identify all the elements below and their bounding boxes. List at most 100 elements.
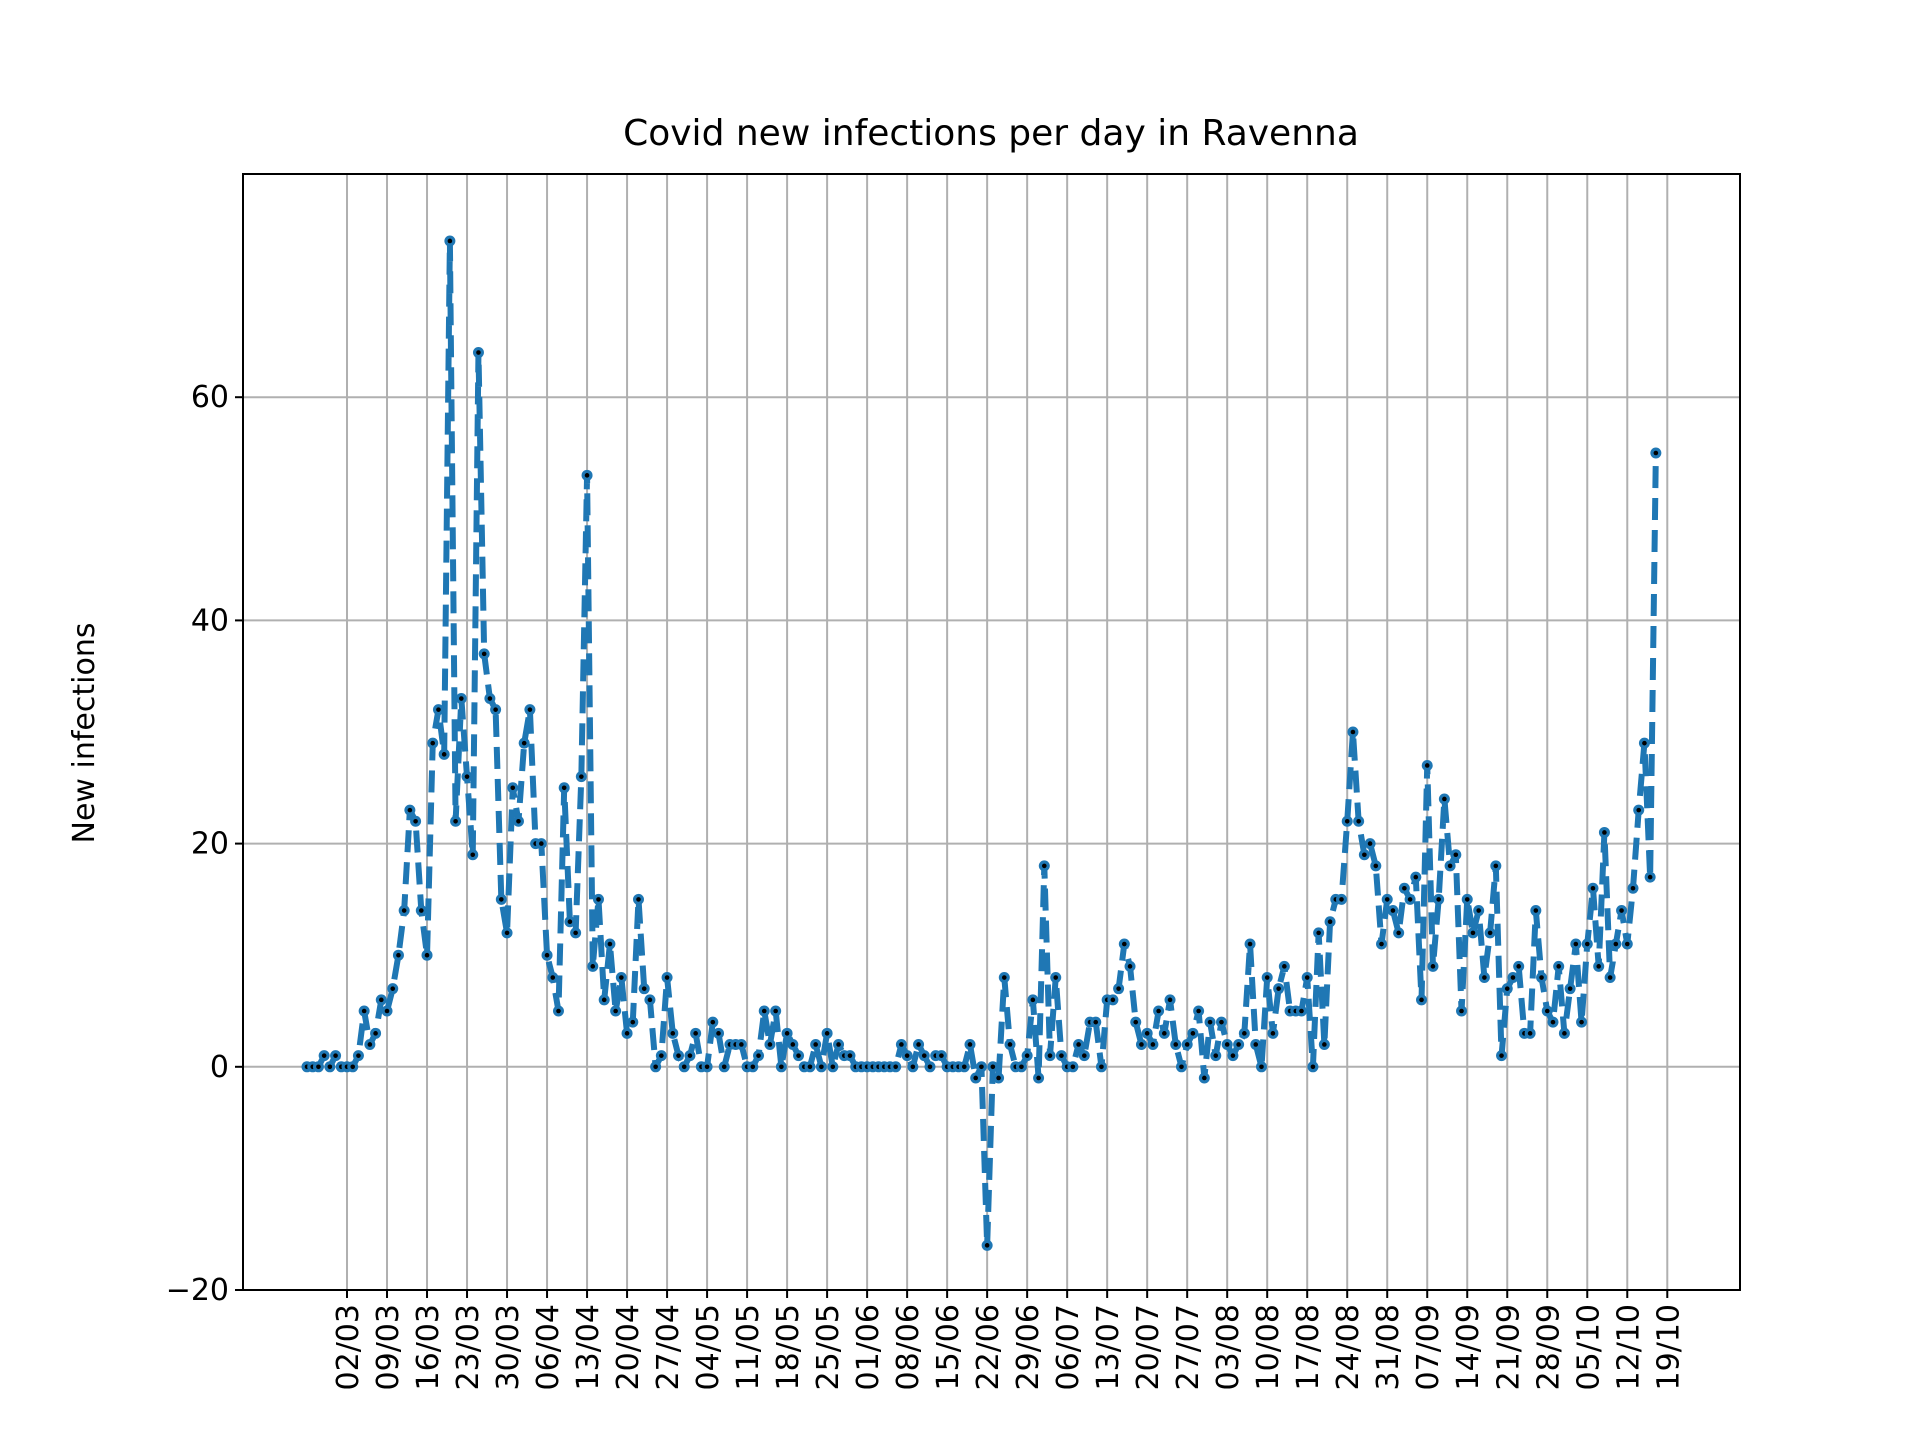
data-point-center — [1356, 818, 1361, 824]
data-point-center — [961, 1064, 967, 1070]
data-point-center — [1550, 1019, 1556, 1025]
data-point-center — [676, 1053, 681, 1058]
data-point-center — [813, 1042, 818, 1047]
data-point-center — [607, 941, 613, 947]
data-point-center — [1236, 1042, 1241, 1047]
data-point-center — [1173, 1042, 1179, 1047]
x-tick-label: 06/04 — [531, 1304, 566, 1390]
x-tick-label: 24/08 — [1331, 1304, 1366, 1390]
data-point-center — [613, 1008, 618, 1014]
x-tick-label: 21/09 — [1491, 1304, 1526, 1390]
x-tick-label: 07/09 — [1411, 1304, 1446, 1390]
data-point-center — [1196, 1008, 1201, 1014]
x-tick-label: 17/08 — [1291, 1304, 1326, 1390]
data-point-center — [1562, 1031, 1567, 1036]
data-point-center — [1396, 930, 1401, 936]
data-point-center — [1487, 930, 1493, 936]
y-axis-label: New infections — [67, 623, 102, 844]
data-point-center — [1099, 1064, 1104, 1070]
data-point-center — [1350, 729, 1356, 735]
data-point-center — [659, 1053, 664, 1058]
data-point-center — [1184, 1042, 1190, 1047]
data-point-center — [459, 696, 464, 701]
data-point-center — [1539, 975, 1544, 980]
data-point-center — [1344, 818, 1350, 824]
data-point-center — [539, 841, 544, 846]
data-point-center — [1190, 1031, 1196, 1036]
data-point-center — [630, 1019, 636, 1025]
data-point-center — [367, 1042, 373, 1047]
data-point-center — [990, 1064, 996, 1070]
data-point-center — [1470, 930, 1476, 936]
x-tick-label: 23/03 — [451, 1304, 486, 1390]
data-point-center — [321, 1053, 327, 1058]
grid-lines — [243, 174, 1740, 1291]
data-point-center — [596, 897, 601, 902]
data-point-center — [1390, 908, 1396, 913]
data-point-center — [1247, 941, 1253, 947]
data-point-center — [1224, 1042, 1230, 1047]
data-point-center — [373, 1031, 378, 1036]
data-point-center — [424, 952, 430, 958]
data-point-center — [333, 1053, 338, 1058]
data-point-center — [1299, 1008, 1304, 1014]
data-point-center — [499, 897, 504, 902]
data-point-center — [1110, 997, 1116, 1003]
data-point-center — [1584, 941, 1590, 947]
data-point-center — [1527, 1031, 1533, 1036]
data-point-center — [1573, 941, 1579, 947]
data-point-center — [441, 752, 447, 757]
data-point-center — [1156, 1008, 1161, 1014]
x-tick-label: 13/04 — [571, 1304, 606, 1390]
data-point-center — [1162, 1031, 1167, 1036]
data-point-center — [1510, 975, 1516, 980]
data-point-center — [419, 908, 424, 913]
x-tick-label: 05/10 — [1571, 1304, 1606, 1390]
data-point-center — [379, 997, 384, 1003]
series-line-layer — [307, 237, 1659, 1249]
x-tick-label: 09/03 — [371, 1304, 406, 1390]
data-point-center — [653, 1064, 658, 1070]
data-point-center — [664, 975, 670, 980]
data-point-center — [1047, 1053, 1053, 1058]
data-point-center — [847, 1053, 853, 1058]
data-point-center — [716, 1031, 721, 1036]
data-point-center — [521, 740, 527, 746]
data-point-center — [773, 1008, 778, 1014]
data-point-center — [619, 975, 624, 980]
data-point-center — [487, 696, 493, 701]
data-point-center — [1024, 1053, 1030, 1058]
data-point-center — [1327, 919, 1333, 925]
data-points-layer — [301, 235, 1662, 1251]
data-point-center — [1482, 975, 1487, 980]
data-point-center — [1436, 897, 1441, 902]
data-point-center — [647, 997, 653, 1003]
x-tick-label: 18/05 — [771, 1304, 806, 1390]
data-point-center — [1647, 874, 1653, 880]
x-tick-label: 12/10 — [1611, 1304, 1646, 1390]
x-tick-label: 27/04 — [651, 1304, 686, 1390]
data-point-center — [910, 1064, 916, 1070]
data-point-center — [350, 1064, 356, 1070]
x-tick-label: 08/06 — [891, 1304, 926, 1390]
data-point-center — [1139, 1042, 1144, 1047]
data-point-center — [1253, 1042, 1259, 1047]
data-point-center — [1076, 1042, 1081, 1047]
data-point-center — [1070, 1064, 1076, 1070]
data-point-center — [436, 707, 441, 712]
data-point-center — [1219, 1019, 1224, 1025]
data-point-center — [1453, 852, 1459, 858]
data-point-center — [1053, 975, 1059, 980]
x-tick-label: 30/03 — [491, 1304, 526, 1390]
data-point-center — [1407, 897, 1413, 902]
data-point-center — [984, 1243, 990, 1248]
y-tick-label: 0 — [210, 1050, 229, 1085]
data-point-center — [413, 818, 418, 824]
data-point-center — [1459, 1008, 1464, 1014]
data-point-center — [510, 785, 516, 791]
data-point-center — [361, 1008, 367, 1014]
y-tick-label: 40 — [191, 603, 229, 638]
data-point-center — [464, 774, 470, 779]
data-point-center — [1367, 841, 1373, 846]
